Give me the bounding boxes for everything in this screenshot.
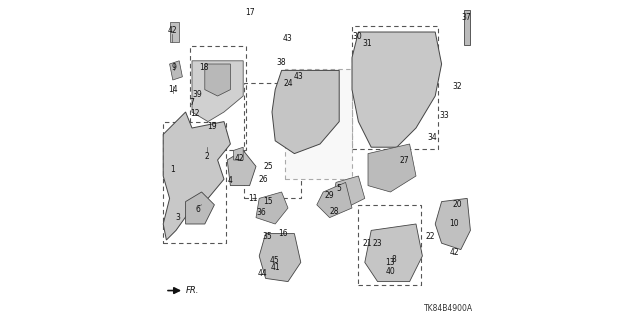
Text: 11: 11 [248, 194, 257, 203]
Text: 33: 33 [439, 111, 449, 120]
Text: 2: 2 [205, 152, 210, 161]
Text: 7: 7 [189, 98, 194, 107]
Text: 8: 8 [391, 255, 396, 264]
Text: 42: 42 [234, 154, 244, 163]
Text: 5: 5 [337, 184, 342, 193]
Text: 12: 12 [190, 109, 199, 118]
Text: 42: 42 [449, 248, 460, 257]
Text: 3: 3 [175, 213, 180, 222]
Polygon shape [259, 234, 301, 282]
FancyBboxPatch shape [285, 69, 352, 179]
Text: 10: 10 [449, 220, 460, 228]
Polygon shape [352, 32, 442, 147]
Polygon shape [435, 198, 470, 250]
Polygon shape [163, 112, 230, 240]
Text: 22: 22 [426, 232, 435, 241]
Polygon shape [227, 150, 256, 186]
Polygon shape [234, 147, 243, 160]
Text: 35: 35 [262, 232, 272, 241]
Polygon shape [333, 176, 365, 208]
Text: 6: 6 [196, 205, 201, 214]
Text: 43: 43 [293, 72, 303, 81]
Text: 30: 30 [353, 32, 363, 41]
Text: 37: 37 [461, 13, 472, 22]
Text: 34: 34 [428, 133, 438, 142]
Text: FR.: FR. [186, 286, 199, 295]
Text: 40: 40 [385, 268, 396, 276]
Polygon shape [365, 224, 422, 282]
Text: 1: 1 [170, 165, 175, 174]
Polygon shape [368, 144, 416, 192]
Text: TK84B4900A: TK84B4900A [424, 304, 473, 313]
Text: 41: 41 [270, 263, 280, 272]
Text: 17: 17 [245, 8, 255, 17]
Text: 32: 32 [452, 82, 463, 91]
Text: 26: 26 [258, 175, 268, 184]
Text: 21: 21 [363, 239, 372, 248]
Text: 39: 39 [193, 90, 203, 99]
Polygon shape [186, 192, 214, 224]
Text: 44: 44 [257, 269, 268, 278]
Polygon shape [272, 70, 339, 154]
Polygon shape [205, 64, 230, 96]
Text: 14: 14 [168, 85, 179, 94]
Text: 15: 15 [263, 197, 273, 206]
Polygon shape [464, 10, 470, 45]
Text: 27: 27 [399, 156, 409, 164]
Text: 45: 45 [269, 256, 280, 265]
Polygon shape [192, 61, 243, 122]
Text: 24: 24 [284, 79, 294, 88]
Text: 23: 23 [372, 239, 383, 248]
Polygon shape [256, 192, 288, 224]
Text: 36: 36 [257, 208, 267, 217]
Text: 18: 18 [200, 63, 209, 72]
Text: 42: 42 [167, 26, 177, 35]
Text: 25: 25 [263, 162, 273, 171]
Text: 38: 38 [276, 58, 287, 67]
Text: 9: 9 [172, 63, 176, 72]
Polygon shape [170, 61, 182, 80]
Text: 4: 4 [227, 176, 232, 185]
Text: 13: 13 [385, 258, 396, 267]
Text: 19: 19 [207, 122, 217, 131]
Text: 20: 20 [452, 200, 463, 209]
Polygon shape [170, 22, 179, 42]
Text: 31: 31 [362, 39, 372, 48]
Polygon shape [317, 182, 352, 218]
Text: 16: 16 [278, 229, 288, 238]
Text: 29: 29 [324, 191, 334, 200]
Text: 43: 43 [282, 34, 292, 43]
Text: 28: 28 [330, 207, 339, 216]
